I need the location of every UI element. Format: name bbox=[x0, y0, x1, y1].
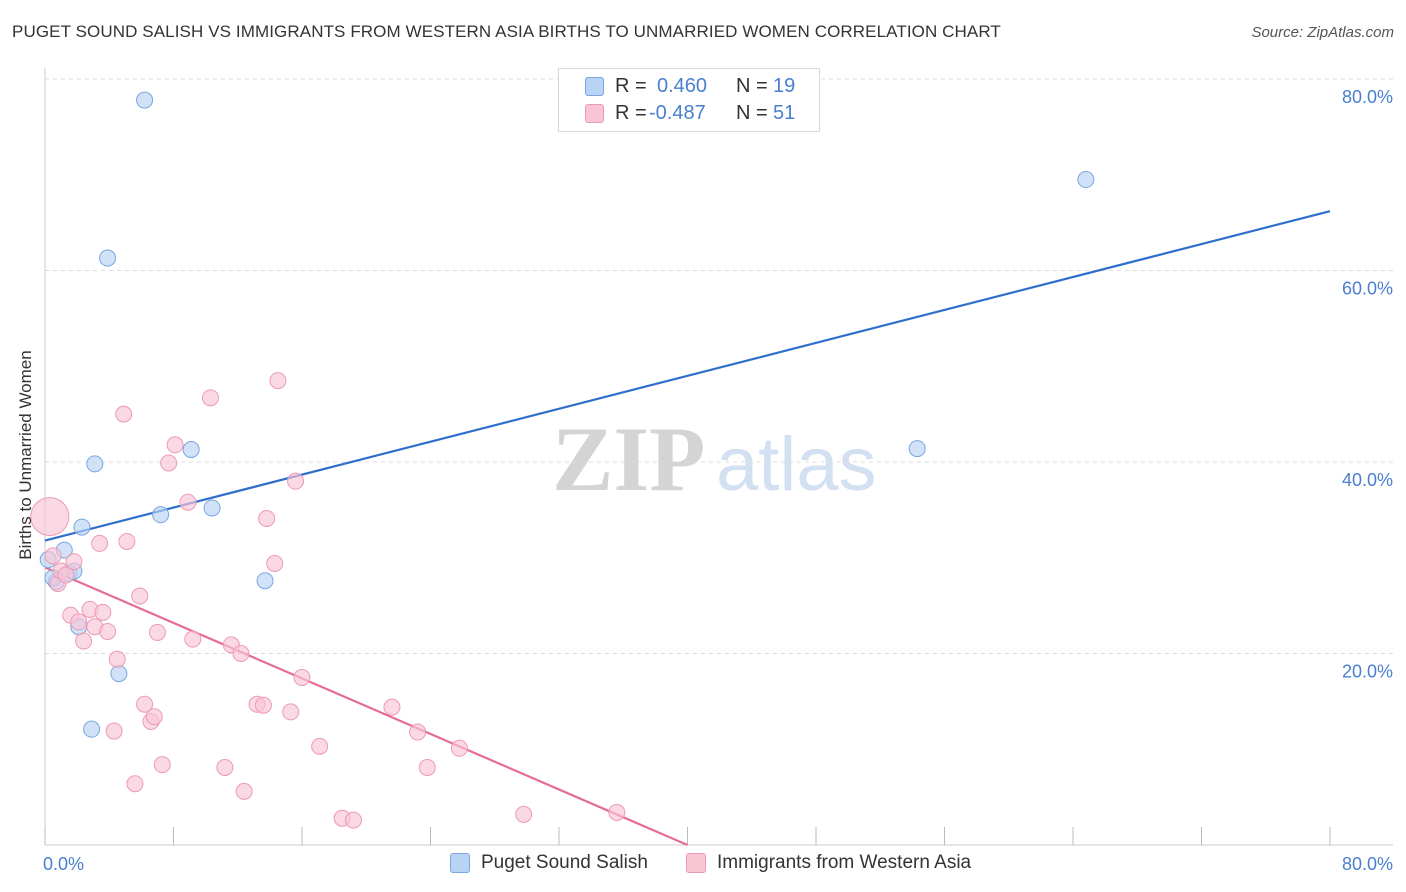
watermark-zip: ZIP bbox=[552, 408, 705, 510]
point-western-asia bbox=[160, 454, 178, 472]
point-puget-sound-salish bbox=[908, 440, 926, 458]
blue-legend-swatch bbox=[450, 853, 470, 873]
x-tick-label: 0.0% bbox=[43, 854, 84, 874]
y-tick-label: 20.0% bbox=[1342, 662, 1393, 682]
point-western-asia bbox=[115, 405, 133, 423]
point-puget-sound-salish bbox=[182, 441, 200, 459]
point-puget-sound-salish bbox=[110, 665, 128, 683]
trend-layer bbox=[44, 210, 1331, 847]
watermark-atlas: atlas bbox=[716, 422, 877, 507]
point-western-asia bbox=[269, 372, 287, 390]
point-western-asia bbox=[311, 737, 329, 755]
y-axis-label: Births to Unmarried Women bbox=[16, 350, 35, 560]
trend-line-puget-sound-salish bbox=[44, 210, 1331, 542]
point-western-asia bbox=[201, 389, 219, 407]
legend-label-puget-sound-salish: Puget Sound Salish bbox=[481, 852, 648, 873]
point-puget-sound-salish bbox=[73, 518, 91, 536]
point-western-asia bbox=[108, 650, 126, 668]
legend-label-immigrants-western-asia: Immigrants from Western Asia bbox=[717, 852, 972, 873]
point-western-asia bbox=[235, 782, 253, 800]
point-western-asia bbox=[99, 622, 117, 640]
point-western-asia bbox=[94, 603, 112, 621]
y-tick-label: 60.0% bbox=[1342, 279, 1393, 299]
point-western-asia bbox=[75, 632, 93, 650]
n-label: N = bbox=[736, 102, 768, 124]
tick-label-layer: 20.0% 40.0% 60.0% 80.0% 0.0% 80.0% bbox=[43, 87, 1393, 874]
point-western-asia bbox=[184, 630, 202, 648]
point-puget-sound-salish bbox=[99, 249, 117, 267]
point-western-asia bbox=[293, 668, 311, 686]
point-western-asia bbox=[136, 695, 154, 713]
watermark: ZIP atlas bbox=[552, 408, 877, 510]
point-puget-sound-salish bbox=[83, 720, 101, 738]
point-puget-sound-salish bbox=[152, 506, 170, 524]
point-western-asia bbox=[232, 645, 250, 662]
point-western-asia bbox=[153, 756, 171, 774]
chart-title: PUGET SOUND SALISH VS IMMIGRANTS FROM WE… bbox=[12, 22, 1001, 41]
point-western-asia bbox=[70, 613, 88, 631]
point-puget-sound-salish bbox=[136, 91, 154, 109]
point-western-asia bbox=[515, 805, 533, 823]
point-western-asia bbox=[105, 722, 123, 740]
n-label: N = bbox=[736, 75, 768, 97]
point-western-asia bbox=[30, 497, 70, 537]
point-western-asia bbox=[145, 708, 163, 726]
r-value: 0.460 bbox=[657, 75, 708, 97]
point-western-asia bbox=[131, 587, 149, 605]
legend-item-puget-sound-salish[interactable]: Puget Sound Salish bbox=[450, 852, 648, 874]
stats-legend: R = 0.460 N = 19 R = -0.487 N = 51 bbox=[558, 68, 820, 132]
point-western-asia bbox=[418, 758, 436, 776]
r-value: -0.487 bbox=[649, 102, 706, 124]
y-tick-label: 40.0% bbox=[1342, 470, 1393, 490]
point-puget-sound-salish bbox=[86, 455, 104, 473]
source-label: Source: ZipAtlas.com bbox=[1251, 24, 1394, 41]
trend-line-western-asia bbox=[44, 566, 688, 847]
point-western-asia bbox=[216, 758, 234, 776]
point-western-asia bbox=[118, 532, 136, 550]
point-western-asia bbox=[287, 472, 305, 490]
r-label: R = bbox=[615, 102, 647, 124]
point-puget-sound-salish bbox=[256, 572, 274, 590]
point-western-asia bbox=[166, 436, 184, 454]
point-western-asia bbox=[383, 698, 401, 716]
pink-legend-swatch bbox=[686, 853, 706, 873]
axis-layer bbox=[44, 68, 1393, 846]
point-western-asia bbox=[450, 739, 468, 757]
point-western-asia bbox=[179, 493, 197, 511]
point-western-asia bbox=[266, 554, 284, 572]
point-western-asia bbox=[57, 566, 75, 584]
x-tick-label: 80.0% bbox=[1342, 854, 1393, 874]
pink-stats-swatch bbox=[585, 104, 604, 123]
r-label: R = bbox=[615, 75, 647, 97]
point-western-asia bbox=[344, 811, 362, 829]
grid-layer bbox=[45, 78, 1393, 654]
point-western-asia bbox=[409, 723, 427, 741]
point-western-asia bbox=[148, 623, 166, 641]
n-value: 19 bbox=[773, 75, 796, 97]
point-western-asia bbox=[91, 534, 109, 552]
point-western-asia bbox=[254, 696, 272, 714]
point-puget-sound-salish bbox=[1077, 171, 1095, 189]
legend-item-immigrants-western-asia[interactable]: Immigrants from Western Asia bbox=[686, 852, 971, 874]
point-western-asia bbox=[282, 703, 300, 721]
y-tick-label: 80.0% bbox=[1342, 87, 1393, 107]
point-western-asia bbox=[44, 547, 62, 565]
point-layer bbox=[30, 91, 1095, 829]
point-western-asia bbox=[608, 803, 626, 821]
blue-stats-swatch bbox=[585, 77, 604, 96]
n-value: 51 bbox=[773, 102, 796, 124]
point-puget-sound-salish bbox=[203, 499, 221, 517]
series-legend: Puget Sound Salish Immigrants from Weste… bbox=[0, 852, 1406, 878]
point-western-asia bbox=[126, 775, 144, 793]
point-western-asia bbox=[258, 509, 276, 527]
point-western-asia bbox=[65, 553, 83, 571]
